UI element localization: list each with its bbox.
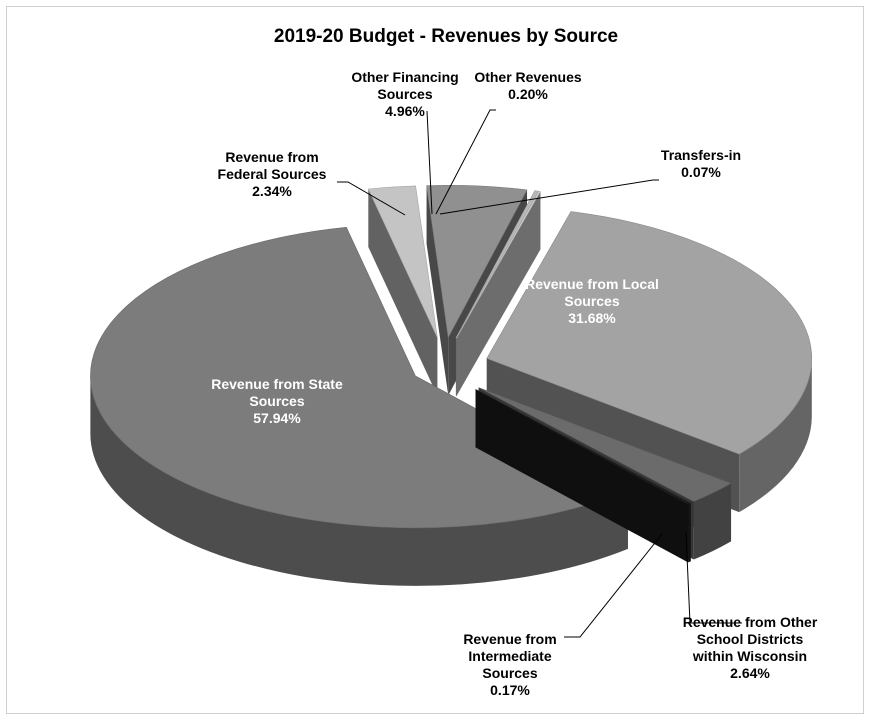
- slice-side: [693, 483, 732, 560]
- slice-side: [739, 358, 812, 513]
- leader-line-other-financing: [426, 110, 433, 215]
- label-line: 0.17%: [490, 682, 530, 698]
- label-line: 4.96%: [385, 103, 425, 119]
- slice-top: [426, 185, 528, 339]
- slice-top: [486, 211, 813, 455]
- label-line: Other Financing: [351, 69, 458, 85]
- slice-top: [456, 190, 541, 339]
- slice-top: [455, 190, 540, 339]
- label-line: Sources: [377, 86, 432, 102]
- label-line: School Districts: [697, 631, 804, 647]
- label-other-revenues: Other Revenues 0.20%: [474, 69, 582, 102]
- label-local: Revenue from Local Sources 31.68%: [525, 276, 659, 326]
- slice-wall: [475, 389, 689, 563]
- label-other-financing: Other Financing Sources 4.96%: [351, 69, 458, 119]
- leader-line-transfers-in: [439, 179, 659, 215]
- label-line: Revenue from: [463, 631, 556, 647]
- pie-chart: 2019-20 Budget - Revenues by Source Reve…: [90, 26, 818, 698]
- label-line: 0.20%: [508, 86, 548, 102]
- slice-wall: [426, 185, 449, 396]
- label-line: Sources: [564, 293, 619, 309]
- chart-frame: 2019-20 Budget - Revenues by Source Reve…: [6, 6, 864, 714]
- chart-title: 2019-20 Budget - Revenues by Source: [274, 26, 618, 47]
- slice-wall: [368, 188, 438, 396]
- label-line: 0.07%: [681, 164, 721, 180]
- slice-transfers-in: [456, 190, 541, 397]
- label-line: 57.94%: [253, 410, 301, 426]
- label-other-districts: Revenue from Other School Districts within…: [683, 614, 818, 681]
- slice-top: [475, 389, 692, 505]
- slice-top: [367, 185, 438, 338]
- slice-side: [688, 503, 691, 563]
- label-line: Sources: [249, 393, 304, 409]
- label-line: Sources: [482, 665, 537, 681]
- label-transfers-in: Transfers-in 0.07%: [661, 147, 741, 180]
- leader-line-other-districts: [685, 532, 742, 624]
- leader-line-other-revenues: [435, 109, 496, 215]
- label-line: Revenue from: [225, 149, 318, 165]
- label-line: within Wisconsin: [692, 648, 807, 664]
- slice-side: [90, 375, 628, 586]
- label-line: Other Revenues: [474, 69, 582, 85]
- labels-layer: Revenue from Local Sources 31.68%Revenue f…: [211, 69, 818, 698]
- slice-wall: [456, 191, 541, 397]
- label-line: Revenue from State: [211, 376, 343, 392]
- leader-line-intermediate: [564, 533, 663, 638]
- label-line: Revenue from Other: [683, 614, 818, 630]
- label-intermediate: Revenue from Intermediate Sources 0.17%: [463, 631, 556, 698]
- label-line: Intermediate: [468, 648, 551, 664]
- slices-layer: [90, 185, 813, 586]
- label-line: 31.68%: [568, 310, 616, 326]
- label-line: Revenue from Local: [525, 276, 659, 292]
- leader-line-federal: [337, 181, 406, 216]
- slice-local: [486, 211, 813, 513]
- label-state: Revenue from State Sources 57.94%: [211, 376, 343, 426]
- slice-federal: [367, 185, 438, 396]
- label-line: Transfers-in: [661, 147, 741, 163]
- label-line: 2.64%: [730, 665, 770, 681]
- label-line: 2.34%: [252, 183, 292, 199]
- label-line: Federal Sources: [218, 166, 327, 182]
- slice-top: [478, 387, 732, 502]
- label-federal: Revenue from Federal Sources 2.34%: [218, 149, 327, 199]
- slice-intermediate: [475, 389, 692, 563]
